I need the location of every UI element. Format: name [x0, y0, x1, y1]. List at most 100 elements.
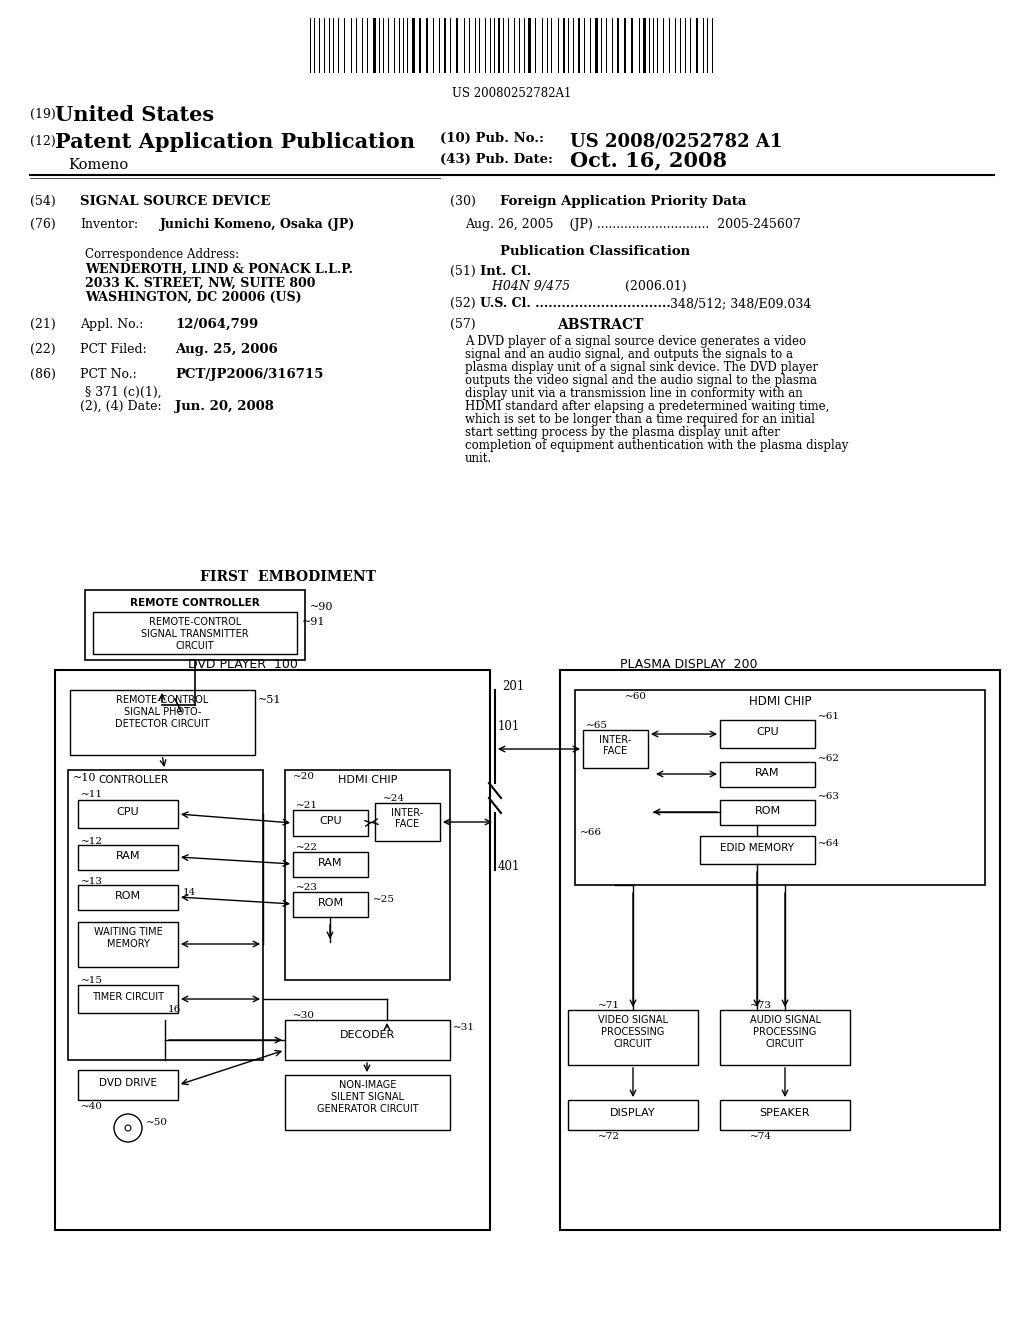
- Text: unit.: unit.: [465, 451, 493, 465]
- Text: HDMI standard after elapsing a predetermined waiting time,: HDMI standard after elapsing a predeterm…: [465, 400, 829, 413]
- Bar: [293, 851, 368, 876]
- Bar: [419, 18, 421, 73]
- Bar: [575, 690, 985, 884]
- Text: (51): (51): [450, 265, 476, 279]
- Text: ~24: ~24: [383, 795, 406, 803]
- Text: WASHINGTON, DC 20006 (US): WASHINGTON, DC 20006 (US): [85, 290, 302, 304]
- Bar: [78, 845, 178, 870]
- Text: (2), (4) Date:: (2), (4) Date:: [80, 400, 162, 413]
- Text: CIRCUIT: CIRCUIT: [766, 1039, 804, 1049]
- Bar: [595, 18, 598, 73]
- Text: ~10: ~10: [73, 774, 96, 783]
- Text: ~60: ~60: [625, 692, 647, 701]
- Bar: [78, 921, 178, 968]
- Text: ~63: ~63: [818, 792, 840, 801]
- Bar: [456, 18, 458, 73]
- Text: ~64: ~64: [818, 840, 840, 847]
- Bar: [78, 1071, 178, 1100]
- Text: (12): (12): [30, 135, 55, 148]
- Bar: [498, 18, 500, 73]
- Text: ROM: ROM: [317, 898, 344, 908]
- Text: ~22: ~22: [296, 843, 318, 851]
- Text: (10) Pub. No.:: (10) Pub. No.:: [440, 132, 544, 145]
- Text: Appl. No.:: Appl. No.:: [80, 318, 143, 331]
- Bar: [93, 612, 297, 653]
- Bar: [55, 671, 490, 1230]
- Text: ~20: ~20: [293, 772, 315, 781]
- Text: DVD DRIVE: DVD DRIVE: [99, 1078, 157, 1088]
- Text: outputs the video signal and the audio signal to the plasma: outputs the video signal and the audio s…: [465, 374, 817, 387]
- Bar: [617, 18, 618, 73]
- Text: 16: 16: [168, 1005, 181, 1014]
- Text: EDID MEMORY: EDID MEMORY: [721, 843, 795, 853]
- Text: SIGNAL SOURCE DEVICE: SIGNAL SOURCE DEVICE: [80, 195, 270, 209]
- Text: NON-IMAGE: NON-IMAGE: [339, 1080, 396, 1090]
- Text: plasma display unit of a signal sink device. The DVD player: plasma display unit of a signal sink dev…: [465, 360, 818, 374]
- Text: 14: 14: [183, 888, 197, 898]
- Text: DECODER: DECODER: [340, 1030, 395, 1040]
- Text: CPU: CPU: [756, 727, 779, 737]
- Text: ~13: ~13: [81, 876, 103, 886]
- Text: Patent Application Publication: Patent Application Publication: [55, 132, 415, 152]
- Text: CPU: CPU: [319, 816, 342, 826]
- Text: ~23: ~23: [296, 883, 318, 892]
- Text: HDMI CHIP: HDMI CHIP: [749, 696, 811, 708]
- Bar: [293, 810, 368, 836]
- Text: CIRCUIT: CIRCUIT: [613, 1039, 652, 1049]
- Text: DVD PLAYER  100: DVD PLAYER 100: [187, 657, 297, 671]
- Text: H04N 9/475: H04N 9/475: [480, 280, 570, 293]
- Text: ~50: ~50: [146, 1118, 168, 1127]
- Bar: [631, 18, 633, 73]
- Text: ~61: ~61: [818, 711, 840, 721]
- Text: Correspondence Address:: Correspondence Address:: [85, 248, 240, 261]
- Text: ROM: ROM: [115, 891, 141, 902]
- Text: RAM: RAM: [756, 768, 779, 777]
- Text: ROM: ROM: [755, 807, 780, 816]
- Text: WAITING TIME: WAITING TIME: [93, 927, 163, 937]
- Text: US 20080252782A1: US 20080252782A1: [453, 87, 571, 100]
- Text: FACE: FACE: [395, 818, 420, 829]
- Text: AUDIO SIGNAL: AUDIO SIGNAL: [750, 1015, 820, 1026]
- Text: SPEAKER: SPEAKER: [760, 1107, 810, 1118]
- Bar: [643, 18, 646, 73]
- Text: PCT No.:: PCT No.:: [80, 368, 137, 381]
- Bar: [568, 1100, 698, 1130]
- Text: (52): (52): [450, 297, 475, 310]
- Text: ~71: ~71: [598, 1001, 620, 1010]
- Text: Junichi Komeno, Osaka (JP): Junichi Komeno, Osaka (JP): [160, 218, 355, 231]
- Text: PCT Filed:: PCT Filed:: [80, 343, 146, 356]
- Bar: [700, 836, 815, 865]
- Text: ~12: ~12: [81, 837, 103, 846]
- Text: GENERATOR CIRCUIT: GENERATOR CIRCUIT: [316, 1104, 419, 1114]
- Text: which is set to be longer than a time required for an initial: which is set to be longer than a time re…: [465, 413, 815, 426]
- Bar: [563, 18, 565, 73]
- Bar: [412, 18, 415, 73]
- Text: SIGNAL TRANSMITTER: SIGNAL TRANSMITTER: [141, 630, 249, 639]
- Text: Aug. 26, 2005    (JP) .............................  2005-245607: Aug. 26, 2005 (JP) .....................…: [465, 218, 801, 231]
- Bar: [373, 18, 376, 73]
- Bar: [70, 690, 255, 755]
- Text: CIRCUIT: CIRCUIT: [176, 642, 214, 651]
- Text: ~25: ~25: [373, 895, 395, 904]
- Text: 201: 201: [502, 680, 524, 693]
- Text: Komeno: Komeno: [68, 158, 128, 172]
- Text: FIRST  EMBODIMENT: FIRST EMBODIMENT: [200, 570, 376, 583]
- Text: (19): (19): [30, 108, 55, 121]
- Text: MEMORY: MEMORY: [106, 939, 150, 949]
- Text: Publication Classification: Publication Classification: [500, 246, 690, 257]
- Text: REMOTE-CONTROL: REMOTE-CONTROL: [117, 696, 209, 705]
- Text: RAM: RAM: [318, 858, 343, 869]
- Text: US 2008/0252782 A1: US 2008/0252782 A1: [570, 132, 782, 150]
- Text: SILENT SIGNAL: SILENT SIGNAL: [331, 1092, 404, 1102]
- Text: 101: 101: [498, 719, 520, 733]
- Bar: [375, 803, 440, 841]
- Text: INTER-: INTER-: [599, 735, 632, 744]
- Text: ~72: ~72: [598, 1133, 620, 1140]
- Text: (54): (54): [30, 195, 55, 209]
- Text: HDMI CHIP: HDMI CHIP: [338, 775, 397, 785]
- Text: SIGNAL PHOTO-: SIGNAL PHOTO-: [124, 708, 201, 717]
- Text: Aug. 25, 2006: Aug. 25, 2006: [175, 343, 278, 356]
- Text: Foreign Application Priority Data: Foreign Application Priority Data: [500, 195, 746, 209]
- Text: ~62: ~62: [818, 754, 840, 763]
- Bar: [528, 18, 531, 73]
